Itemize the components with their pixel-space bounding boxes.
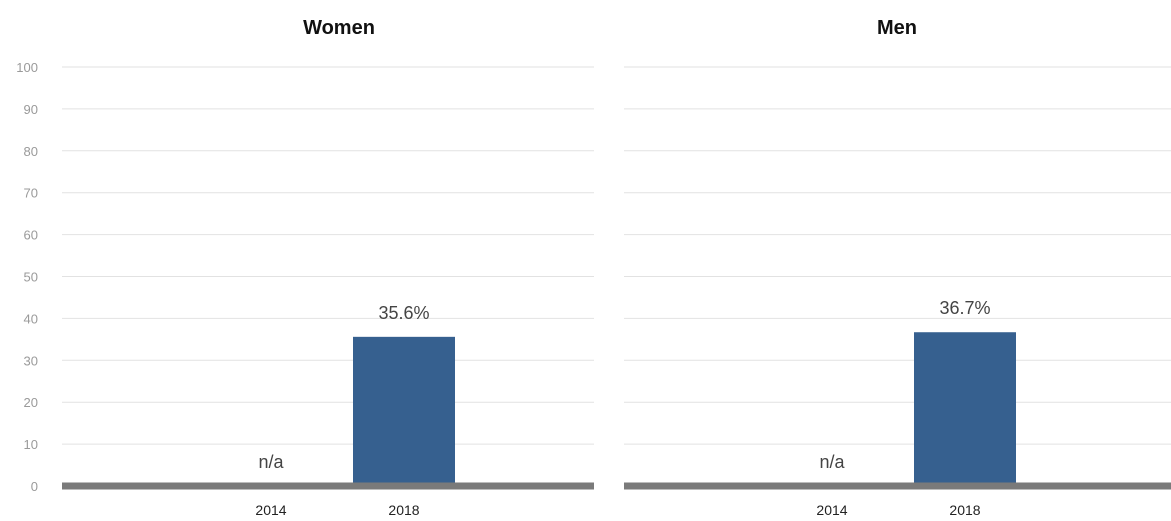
y-tick-label: 40 [24, 311, 38, 326]
gridlines [62, 66, 594, 445]
bar [914, 332, 1016, 486]
y-tick-label: 30 [24, 353, 38, 368]
x-tick-label: 2018 [388, 502, 419, 518]
y-tick-label: 90 [24, 102, 38, 117]
x-tick-labels: 2014 2018 [255, 502, 419, 518]
data-labels: n/a 35.6% [258, 303, 429, 472]
bars [914, 332, 1016, 486]
panel-women: Women 2014 2018 n/a 35.6% [62, 17, 594, 518]
y-tick-label: 10 [24, 437, 38, 452]
y-tick-label: 100 [16, 60, 38, 75]
bar [353, 336, 455, 486]
data-label: 36.7% [939, 298, 990, 318]
y-tick-label: 50 [24, 270, 38, 285]
x-tick-label: 2014 [255, 502, 286, 518]
bars [353, 336, 455, 486]
data-label: n/a [819, 452, 845, 472]
data-labels: n/a 36.7% [819, 298, 990, 472]
x-tick-label: 2018 [949, 502, 980, 518]
y-tick-label: 20 [24, 395, 38, 410]
gridlines [624, 66, 1171, 445]
data-label: 35.6% [378, 303, 429, 323]
y-tick-label: 80 [24, 144, 38, 159]
x-tick-label: 2014 [816, 502, 847, 518]
y-axis: 0 10 20 30 40 50 60 70 80 90 100 [16, 60, 38, 494]
y-tick-label: 70 [24, 186, 38, 201]
panel-title: Women [303, 17, 375, 39]
y-tick-label: 60 [24, 228, 38, 243]
panel-title: Men [877, 17, 917, 39]
panel-men: Men 2014 2018 n/a 36.7% [624, 17, 1171, 518]
y-tick-label: 0 [31, 479, 38, 494]
data-label: n/a [258, 452, 284, 472]
x-tick-labels: 2014 2018 [816, 502, 980, 518]
